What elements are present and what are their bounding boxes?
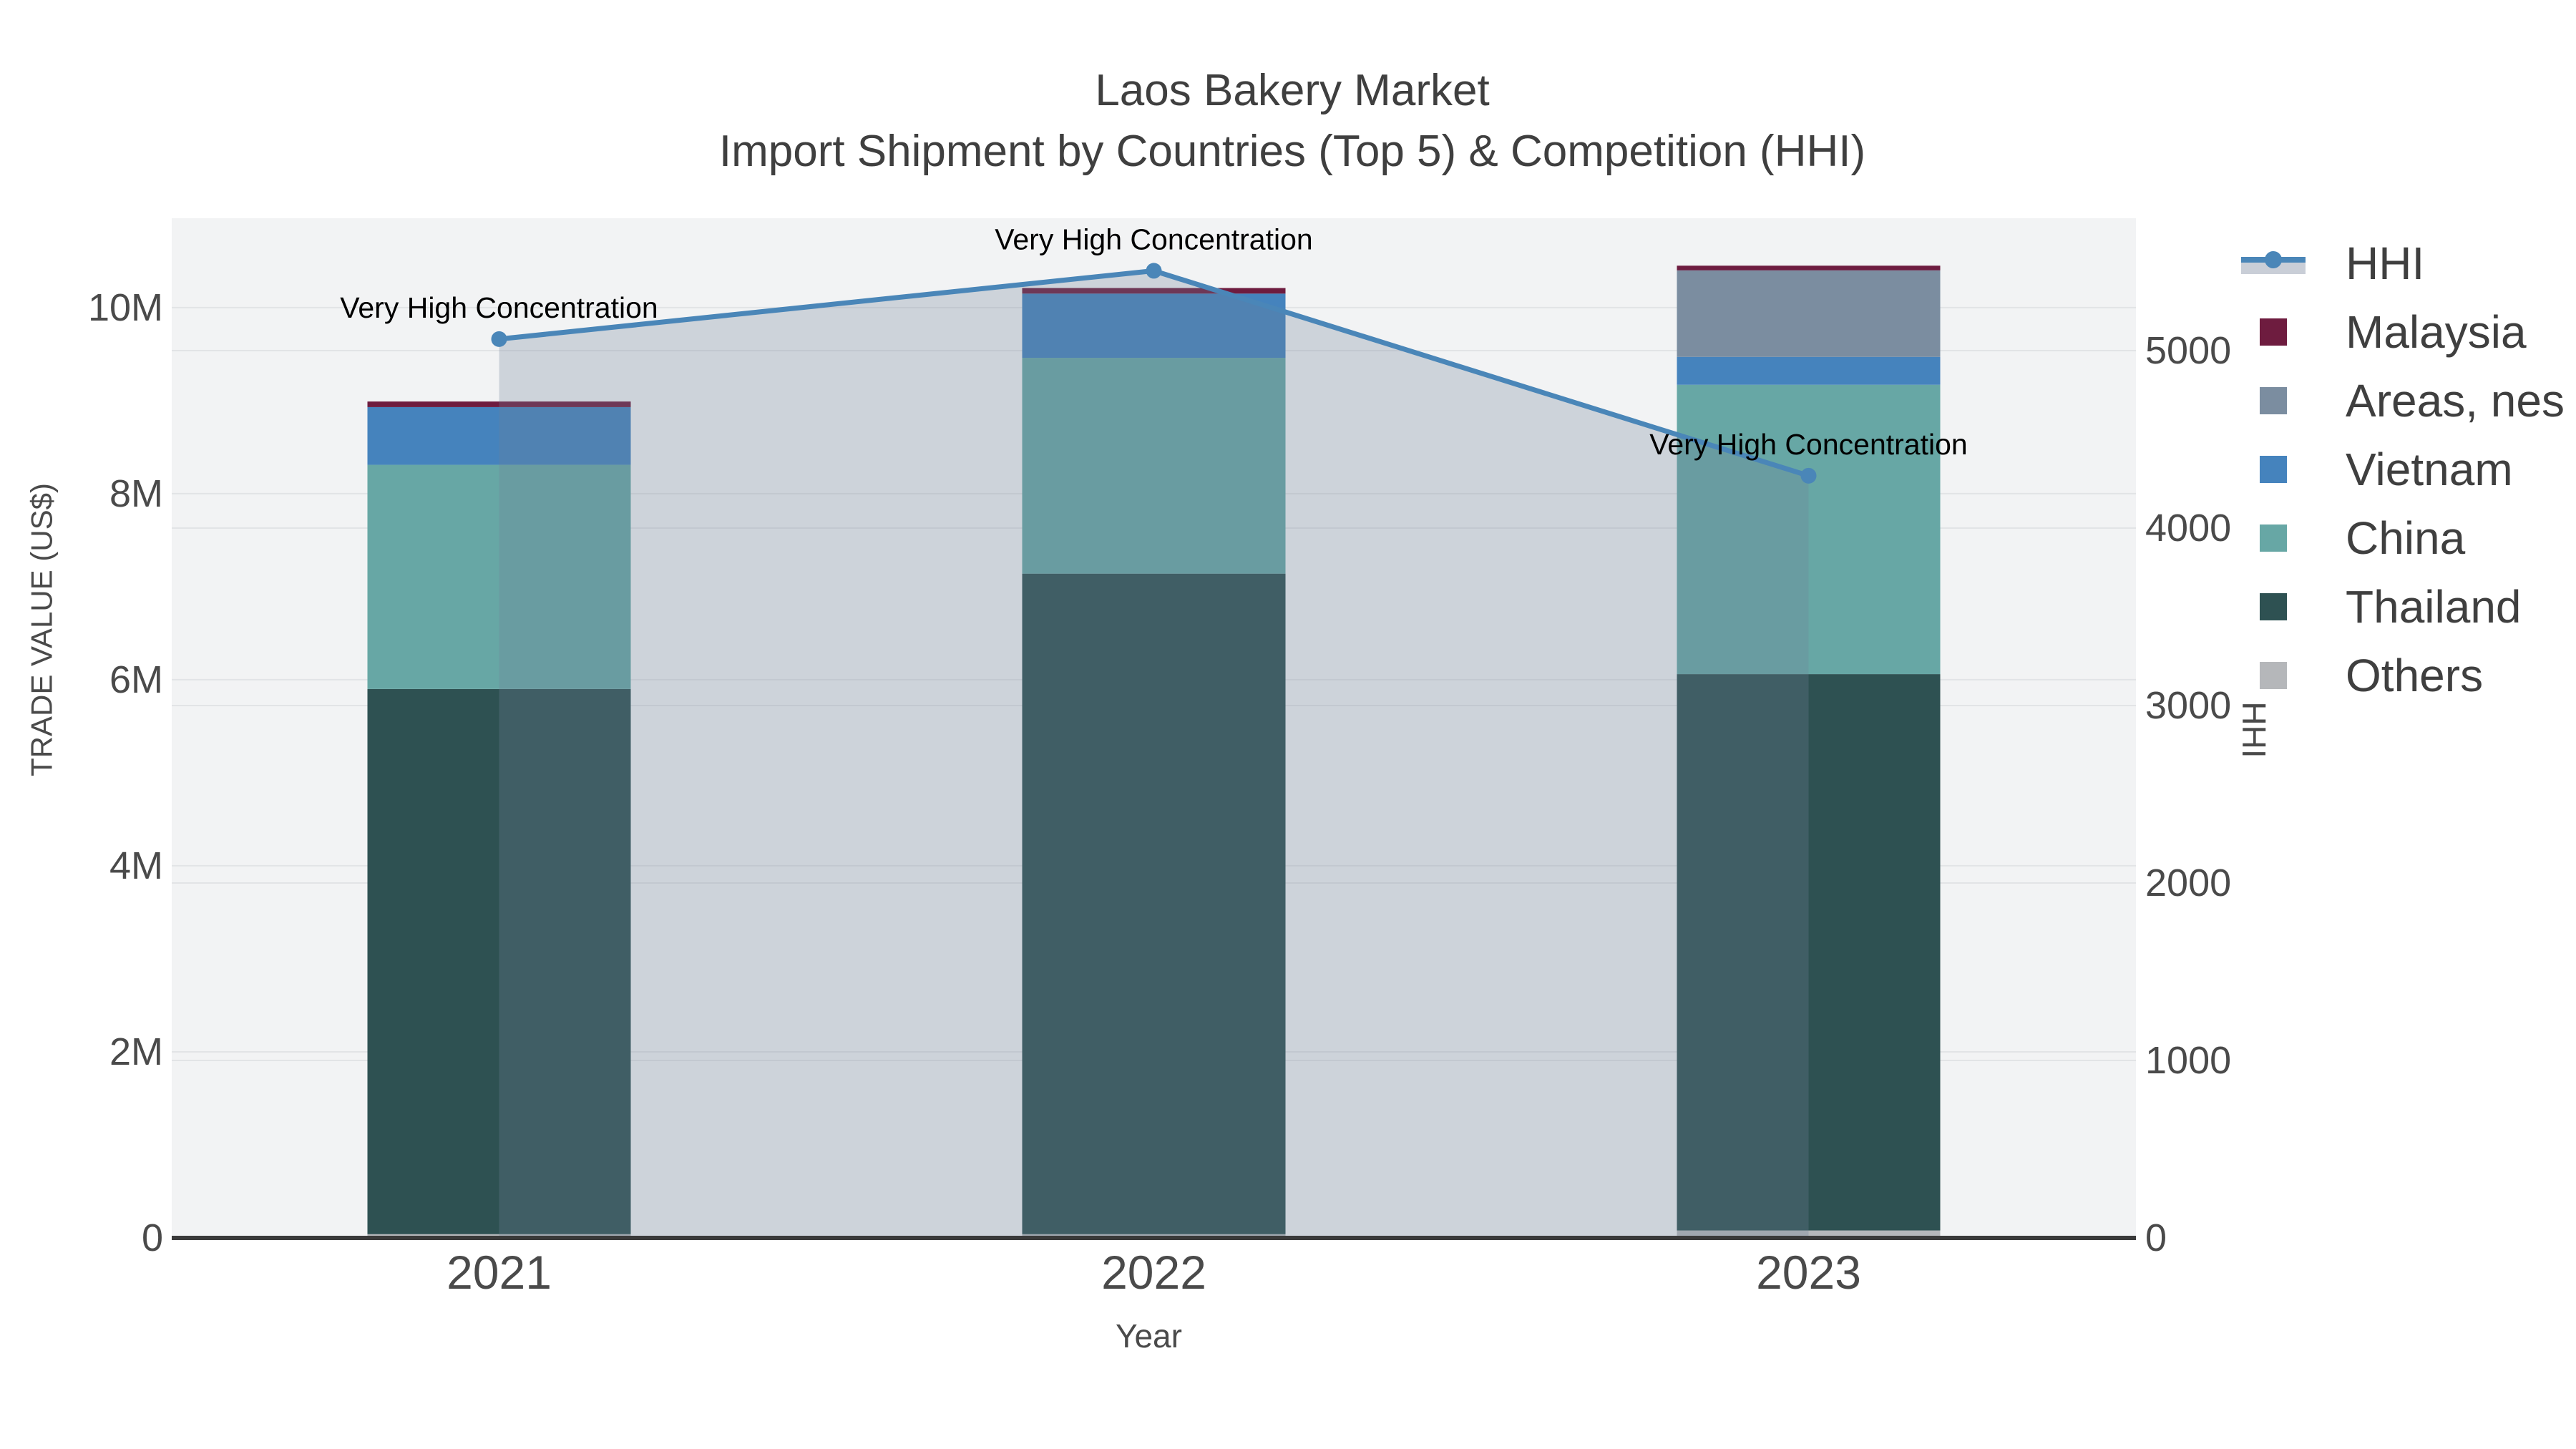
legend-label: HHI: [2346, 238, 2425, 289]
bar-segment-vietnam-2023[interactable]: [1677, 356, 1941, 385]
y-left-axis-title: TRADE VALUE (US$): [25, 483, 59, 776]
bar-segment-vietnam-2022[interactable]: [1022, 293, 1286, 358]
others-swatch-icon: [2234, 662, 2313, 689]
bar-segment-thailand-2022[interactable]: [1022, 573, 1286, 1234]
chart-title-line1: Laos Bakery Market: [1095, 66, 1490, 115]
bar-segment-china-2022[interactable]: [1022, 358, 1286, 574]
legend: HHI Malaysia Areas, nes Vietnam China Thailan…: [2234, 229, 2565, 710]
annotation-2023: Very High Concentration: [1649, 428, 1967, 461]
bar-segment-malaysia-2023[interactable]: [1677, 265, 1941, 270]
bar-segment-malaysia-2022[interactable]: [1022, 288, 1286, 294]
legend-label: Areas, nes: [2346, 375, 2565, 426]
x-tick-2021: 2021: [447, 1246, 552, 1299]
y-left-tick-8M: 8M: [109, 472, 163, 515]
hhi-area-fill: [499, 270, 1809, 1238]
bar-segment-malaysia-2021[interactable]: [367, 401, 631, 407]
y-right-tick-4000: 4000: [2145, 507, 2231, 550]
y-left-tick-0: 0: [142, 1216, 163, 1259]
malaysia-swatch-icon: [2234, 318, 2313, 346]
y-left-tick-6M: 6M: [109, 658, 163, 701]
vietnam-swatch-icon: [2234, 456, 2313, 483]
bar-segment-areas-nes-2023[interactable]: [1677, 270, 1941, 357]
bar-segment-others-2023[interactable]: [1677, 1230, 1941, 1238]
legend-item-hhi[interactable]: HHI: [2234, 229, 2565, 298]
x-tick-2023: 2023: [1756, 1246, 1861, 1299]
legend-item-areas-nes[interactable]: Areas, nes: [2234, 366, 2565, 435]
legend-label: Others: [2346, 650, 2484, 701]
y-left-tick-4M: 4M: [109, 844, 163, 887]
legend-label: Thailand: [2346, 581, 2522, 633]
legend-item-others[interactable]: Others: [2234, 641, 2565, 710]
y-right-tick-3000: 3000: [2145, 684, 2231, 727]
x-axis-title: Year: [1116, 1317, 1182, 1355]
annotation-2021: Very High Concentration: [340, 291, 658, 324]
legend-item-vietnam[interactable]: Vietnam: [2234, 435, 2565, 504]
hhi-marker-2022[interactable]: [1146, 263, 1162, 279]
legend-label: China: [2346, 512, 2466, 564]
y-left-tick-2M: 2M: [109, 1030, 163, 1073]
china-swatch-icon: [2234, 525, 2313, 552]
y-right-tick-1000: 1000: [2145, 1039, 2231, 1082]
legend-label: Vietnam: [2346, 444, 2513, 495]
annotation-2022: Very High Concentration: [995, 223, 1312, 255]
legend-item-malaysia[interactable]: Malaysia: [2234, 298, 2565, 366]
legend-item-thailand[interactable]: Thailand: [2234, 572, 2565, 641]
bar-segment-thailand-2023[interactable]: [1677, 674, 1941, 1231]
hhi-marker-2023[interactable]: [1800, 467, 1817, 484]
chart-title-line2: Import Shipment by Countries (Top 5) & C…: [718, 127, 1866, 176]
legend-label: Malaysia: [2346, 306, 2527, 358]
x-tick-2022: 2022: [1101, 1246, 1206, 1299]
y-right-tick-2000: 2000: [2145, 862, 2231, 904]
y-right-tick-0: 0: [2145, 1216, 2167, 1259]
y-left-tick-10M: 10M: [88, 286, 163, 329]
bar-segment-thailand-2021[interactable]: [367, 688, 631, 1234]
legend-item-china[interactable]: China: [2234, 504, 2565, 572]
thailand-swatch-icon: [2234, 593, 2313, 620]
bar-segment-china-2023[interactable]: [1677, 384, 1941, 675]
hhi-line-legend-icon: [2234, 251, 2313, 274]
hhi-marker-2021[interactable]: [491, 331, 507, 347]
y-right-axis-title: HHI: [2235, 701, 2273, 758]
bar-segment-china-2021[interactable]: [367, 464, 631, 689]
bar-segment-vietnam-2021[interactable]: [367, 406, 631, 465]
areas-nes-swatch-icon: [2234, 387, 2313, 414]
y-right-tick-5000: 5000: [2145, 329, 2231, 372]
